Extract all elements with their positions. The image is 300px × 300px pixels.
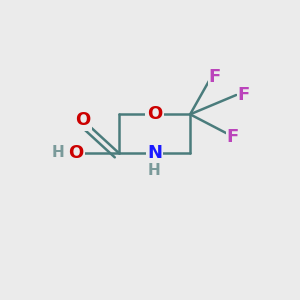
Text: N: N bbox=[147, 144, 162, 162]
Text: H: H bbox=[52, 146, 64, 160]
Text: F: F bbox=[226, 128, 239, 146]
Text: O: O bbox=[76, 111, 91, 129]
Text: F: F bbox=[209, 68, 221, 85]
Text: H: H bbox=[148, 163, 161, 178]
Text: F: F bbox=[238, 86, 250, 104]
Text: O: O bbox=[147, 105, 162, 123]
Text: O: O bbox=[68, 144, 83, 162]
